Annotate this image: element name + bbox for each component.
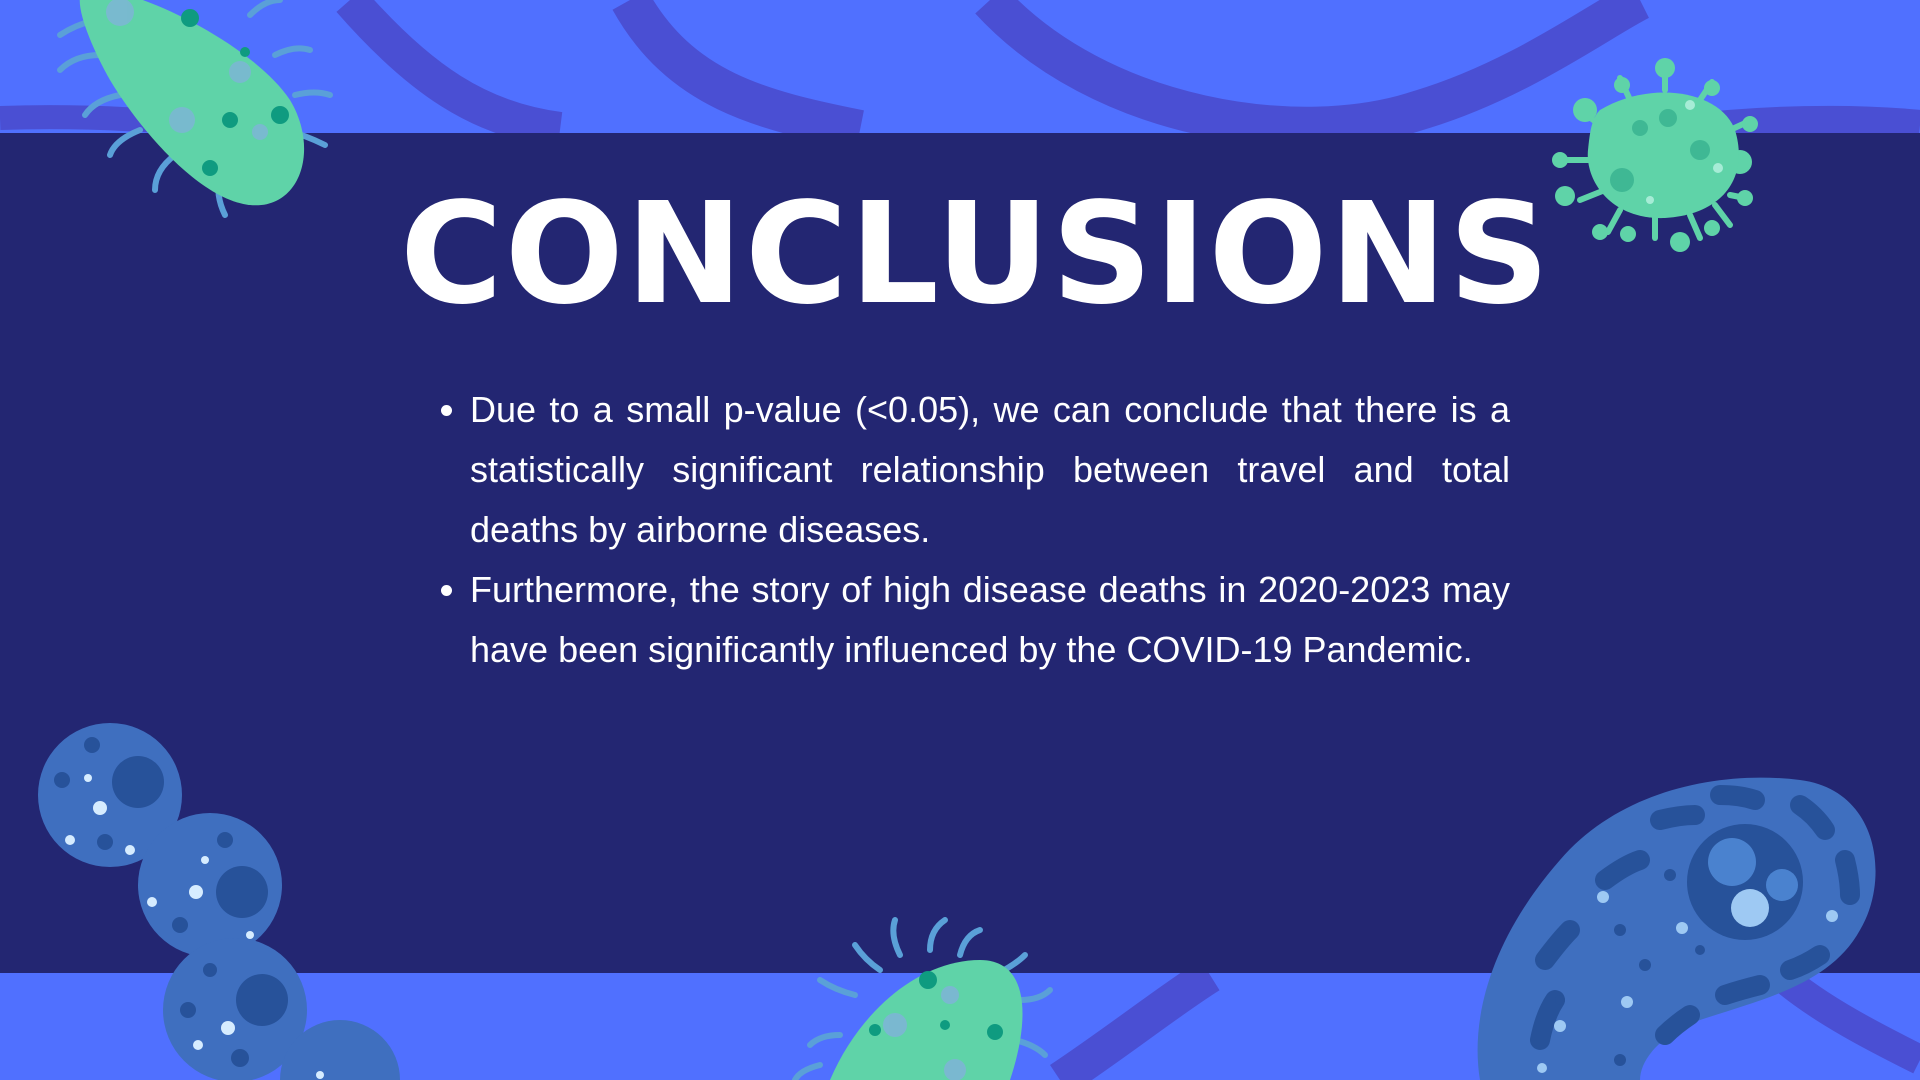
- list-item: Furthermore, the story of high disease d…: [470, 560, 1510, 680]
- list-item: Due to a small p-value (<0.05), we can c…: [470, 380, 1510, 560]
- conclusions-list: Due to a small p-value (<0.05), we can c…: [430, 380, 1510, 680]
- slide-title: CONCLUSIONS: [400, 173, 1552, 336]
